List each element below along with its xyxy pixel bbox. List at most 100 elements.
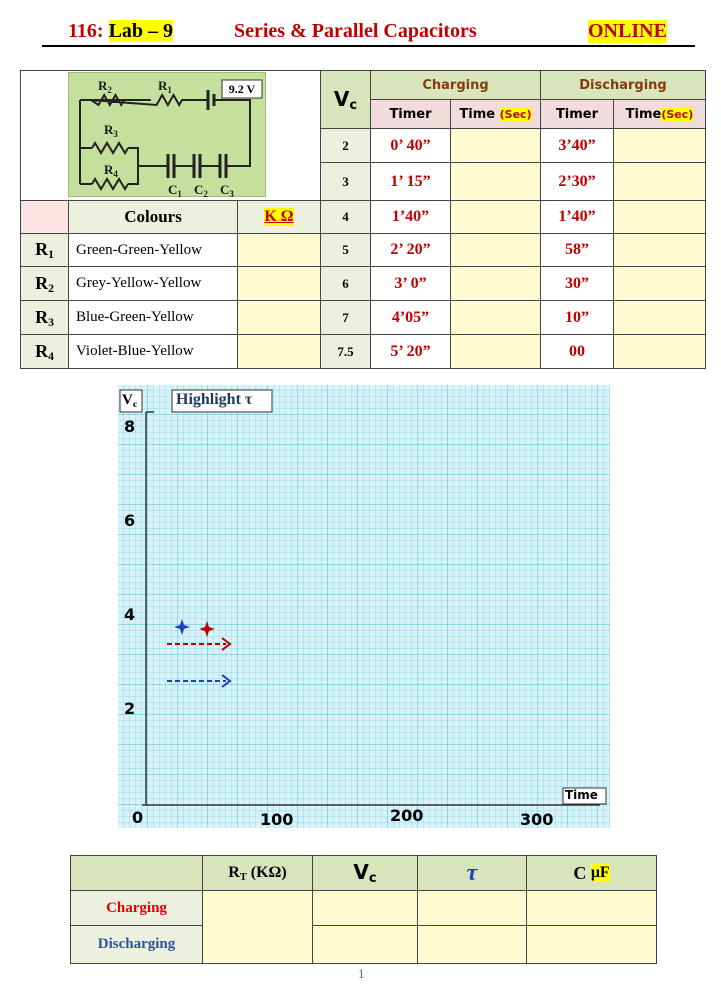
resistor	[91, 141, 129, 155]
resistor-label-cell: R1	[20, 233, 69, 267]
resistor-colours-cell: Grey-Yellow-Yellow	[68, 266, 238, 301]
unit-header: K Ω	[237, 200, 321, 234]
label-base: R	[158, 78, 168, 93]
results-corner	[70, 855, 203, 891]
column-title: Timer	[389, 106, 432, 122]
label-sub: 4	[113, 169, 118, 179]
label-sub: 3	[229, 189, 234, 197]
label-sub: 2	[203, 189, 208, 197]
charging-timer-cell: 5’ 20”	[370, 334, 451, 369]
discharging-title: Discharging	[579, 77, 667, 93]
resistor-value-cell	[237, 266, 321, 301]
discharging-timer: 10”	[565, 308, 589, 326]
label-sub: 1	[167, 85, 172, 95]
resistor-value-cell	[237, 334, 321, 369]
discharging-time-cell	[613, 334, 706, 369]
c-label: C	[573, 862, 591, 883]
y-label-sub: c	[132, 399, 138, 410]
y-label-base: V	[122, 392, 133, 408]
result-cell	[417, 890, 527, 926]
discharging-time-cell	[613, 200, 706, 234]
y-axis-label: 8	[124, 417, 136, 436]
x-axis-label: 300	[520, 810, 554, 829]
rt-header: RT (KΩ)	[202, 855, 313, 891]
label: R2	[35, 273, 54, 295]
resistor-label-cell: R3	[20, 300, 69, 335]
label-base: C	[168, 182, 177, 197]
discharging-timer-cell: 10”	[540, 300, 614, 335]
column-header: Time (Sec)	[450, 99, 541, 129]
charging-timer-cell: 1’ 15”	[370, 162, 451, 201]
battery	[206, 90, 216, 110]
vc-value: 3	[342, 173, 349, 189]
vc-header: Vc	[320, 70, 371, 129]
column-title: Time	[625, 106, 662, 122]
course: 116:	[68, 20, 104, 42]
label-base: R	[104, 162, 114, 177]
discharging-timer: 3’40”	[558, 136, 596, 154]
label-sub: c	[349, 97, 358, 113]
label-sub: 3	[113, 129, 118, 139]
label-base: R	[35, 239, 49, 259]
charging-title: Charging	[422, 77, 489, 93]
vc-cell: 7	[320, 300, 371, 335]
charging-time-cell	[450, 266, 541, 301]
charging-timer-cell: 1’40”	[370, 200, 451, 234]
component-label: C2	[194, 182, 208, 197]
wire	[80, 92, 208, 108]
discharging-timer-cell: 3’40”	[540, 128, 614, 163]
charging-time-cell	[450, 300, 541, 335]
label-sub: 2	[48, 281, 54, 295]
discharging-timer-cell: 2’30”	[540, 162, 614, 201]
column-title: Timer	[555, 106, 599, 122]
arrow-blue-head	[221, 674, 232, 688]
discharging-header: Discharging	[540, 70, 706, 100]
charging-time-cell	[450, 334, 541, 369]
arrow-red-head	[221, 637, 232, 651]
label-base: R	[104, 122, 114, 137]
resistor-value-cell	[237, 233, 321, 267]
charging-timer: 3’ 0”	[394, 274, 427, 292]
rt-label: RT (KΩ)	[228, 864, 286, 883]
discharging-time-cell	[613, 266, 706, 301]
header: 116: Lab – 9	[68, 20, 174, 43]
component-label: C1	[168, 182, 182, 197]
resistor-label-cell: R2	[20, 266, 69, 301]
label: R4	[35, 341, 54, 363]
y-axis-label: 2	[124, 699, 136, 718]
component-label: R1	[158, 78, 172, 95]
vc-value: 6	[342, 275, 349, 291]
vc-cell: 6	[320, 266, 371, 301]
time-label: Time	[565, 788, 598, 802]
result-cell	[417, 925, 527, 964]
column-header: Time (Sec)	[613, 99, 706, 129]
vc-cell: 5	[320, 233, 371, 267]
graph-paper	[118, 385, 610, 828]
y-label: Vc	[122, 392, 137, 410]
discharging-time-cell	[613, 300, 706, 335]
title: Series & Parallel Capacitors	[234, 20, 477, 42]
tau-header: τ	[417, 855, 527, 891]
result-cell	[312, 925, 418, 964]
label: Vc	[353, 860, 376, 886]
resistor-colours-cell: Blue-Green-Yellow	[68, 300, 238, 335]
charging-timer: 0’ 40”	[390, 136, 431, 154]
charging-timer-cell: 4’05”	[370, 300, 451, 335]
graph: Vc Highlight τ Time 0 8 6 4 2 100 200 300	[118, 385, 610, 829]
c-unit: μF	[590, 864, 610, 882]
label-base: V	[333, 86, 350, 111]
y-axis-label: 4	[124, 605, 136, 624]
vc-value: 5	[342, 242, 349, 257]
row-label: Discharging	[97, 936, 176, 952]
label-sub: 1	[48, 248, 54, 261]
x-axis-label: 200	[390, 806, 424, 825]
label: R1	[35, 239, 54, 261]
discharging-timer-cell: 30”	[540, 266, 614, 301]
result-cell	[526, 925, 657, 964]
label-sub: 2	[107, 85, 112, 95]
column-unit: (Sec)	[661, 107, 694, 121]
vc-cell: 4	[320, 200, 371, 234]
charging-header: Charging	[370, 70, 541, 100]
rt-rest: (KΩ)	[246, 863, 287, 881]
discharging-timer: 00	[569, 342, 585, 360]
